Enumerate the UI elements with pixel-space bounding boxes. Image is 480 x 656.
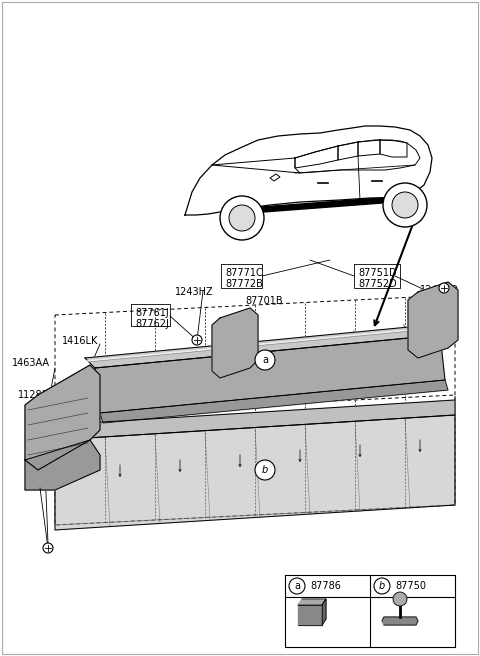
Polygon shape	[100, 380, 448, 423]
Circle shape	[229, 205, 255, 231]
Circle shape	[392, 192, 418, 218]
Text: 87701B: 87701B	[245, 296, 283, 306]
Circle shape	[289, 578, 305, 594]
Polygon shape	[55, 415, 455, 530]
Text: 87786: 87786	[310, 581, 341, 591]
Polygon shape	[55, 400, 455, 440]
Text: 87751D: 87751D	[358, 268, 396, 278]
Text: 1463AA: 1463AA	[12, 358, 50, 368]
Polygon shape	[408, 282, 458, 358]
Text: 87762J: 87762J	[135, 319, 169, 329]
Circle shape	[192, 335, 202, 345]
Polygon shape	[322, 599, 326, 625]
Circle shape	[439, 283, 449, 293]
Polygon shape	[95, 335, 445, 413]
Text: a: a	[262, 355, 268, 365]
Polygon shape	[298, 599, 326, 605]
Polygon shape	[212, 308, 258, 378]
Text: 87750: 87750	[395, 581, 426, 591]
Text: 87761J: 87761J	[135, 308, 169, 318]
Polygon shape	[248, 195, 422, 213]
Polygon shape	[25, 440, 100, 490]
Circle shape	[255, 460, 275, 480]
Text: b: b	[262, 465, 268, 475]
Text: 84116: 84116	[380, 367, 410, 377]
Text: 84126R: 84126R	[380, 356, 418, 366]
Circle shape	[374, 578, 390, 594]
Text: b: b	[379, 581, 385, 591]
Circle shape	[393, 592, 407, 606]
Text: a: a	[294, 581, 300, 591]
Circle shape	[383, 183, 427, 227]
Polygon shape	[25, 365, 100, 470]
Polygon shape	[382, 617, 418, 625]
Polygon shape	[85, 325, 440, 368]
Polygon shape	[270, 174, 280, 181]
Circle shape	[43, 543, 53, 553]
Text: 1416LK: 1416LK	[62, 336, 98, 346]
Text: 11281: 11281	[18, 390, 49, 400]
Text: 1243HZ: 1243HZ	[175, 287, 214, 297]
Circle shape	[255, 350, 275, 370]
Text: 87772B: 87772B	[225, 279, 263, 289]
Circle shape	[220, 196, 264, 240]
Text: 1249BD: 1249BD	[420, 285, 459, 295]
Polygon shape	[298, 605, 322, 625]
Text: 87752D: 87752D	[358, 279, 397, 289]
Text: 87771C: 87771C	[225, 268, 263, 278]
